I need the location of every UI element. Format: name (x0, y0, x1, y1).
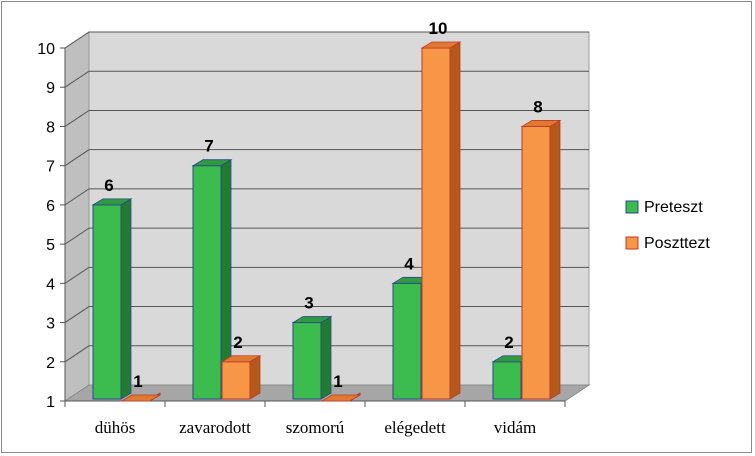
bar-top (191, 159, 233, 167)
bar-top (320, 394, 362, 402)
data-label: 4 (404, 254, 414, 273)
bar (420, 41, 462, 400)
y-tick-label: 6 (46, 198, 55, 215)
data-label: 8 (533, 97, 542, 116)
data-label: 3 (304, 294, 313, 313)
legend-swatch (625, 200, 639, 214)
y-tick-label: 9 (46, 80, 55, 97)
bar-front (92, 204, 122, 400)
legend-label: Preteszt (644, 199, 703, 216)
data-label: 2 (504, 333, 513, 352)
x-tick-label: vidám (494, 418, 537, 437)
y-axis: 1 2 3 4 5 6 7 8 9 10 (37, 41, 66, 411)
y-tick-label: 5 (46, 237, 55, 254)
bar (291, 315, 333, 400)
bar-top (420, 41, 462, 49)
bar (220, 355, 262, 400)
y-tick-label: 4 (46, 276, 55, 293)
bar-front (192, 165, 222, 400)
bar-top (520, 120, 562, 127)
bar-front (392, 282, 422, 400)
bars (91, 41, 562, 402)
data-label: 6 (104, 176, 113, 195)
side-wall (64, 31, 90, 402)
bar (120, 392, 162, 402)
bar-front (521, 125, 551, 400)
y-tick-label: 1 (46, 394, 55, 411)
data-label: 2 (233, 333, 242, 352)
x-tick-label: elégedett (384, 418, 446, 437)
bar-side (549, 119, 561, 400)
bar-side (249, 355, 261, 400)
x-axis: dühös zavarodott szomorú elégedett vidám (64, 400, 566, 437)
bar (320, 392, 362, 402)
data-label: 1 (333, 372, 342, 391)
y-tick-label: 3 (46, 316, 55, 333)
bar-top (220, 355, 262, 363)
y-tick-label: 8 (46, 119, 55, 136)
bar-top (291, 316, 333, 323)
bar-side (120, 198, 132, 400)
data-label: 7 (204, 137, 213, 156)
back-wall (88, 31, 590, 386)
bar-front (421, 47, 451, 400)
bar-side (449, 41, 461, 400)
bar (91, 198, 133, 400)
x-tick-label: zavarodott (179, 418, 251, 437)
x-tick-label: szomorú (286, 418, 345, 437)
data-label: 10 (429, 19, 448, 38)
y-tick-label: 2 (46, 355, 55, 372)
data-labels: 6 7 3 4 2 1 2 1 10 8 (104, 19, 542, 391)
y-tick-label: 7 (46, 159, 55, 176)
bar-front (492, 361, 522, 400)
bar-top (120, 394, 162, 402)
gridline (64, 31, 589, 49)
bar-top (91, 198, 133, 206)
x-tick-label: dühös (95, 418, 136, 437)
legend-swatch (625, 236, 639, 250)
y-tick-label: 10 (37, 41, 55, 58)
bar (520, 119, 562, 400)
legend: Preteszt Poszttezt (625, 199, 710, 252)
bar-front (292, 322, 322, 400)
data-label: 1 (133, 372, 142, 391)
bar-side (320, 315, 332, 400)
bar-front (221, 361, 251, 400)
legend-label: Poszttezt (644, 235, 710, 252)
bar (191, 158, 233, 400)
